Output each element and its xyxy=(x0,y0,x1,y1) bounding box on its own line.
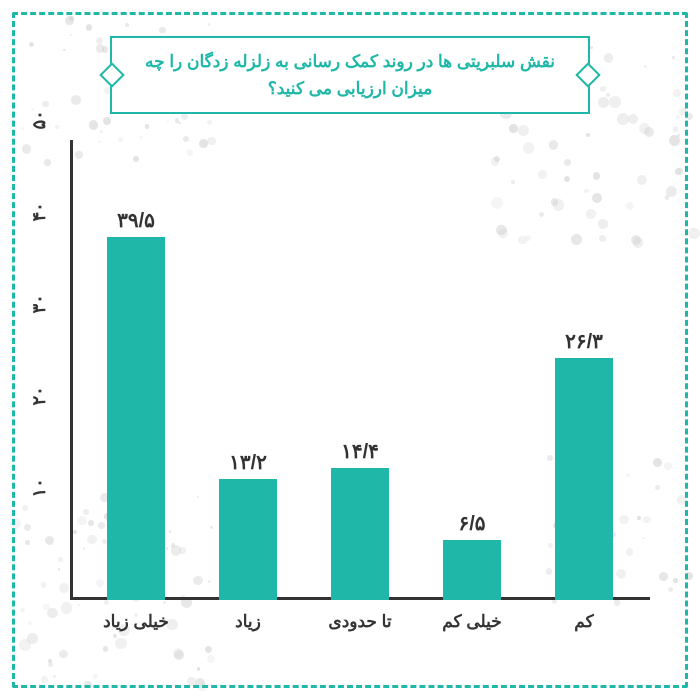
chart-title-box: نقش سلبریتی ها در روند کمک رسانی به زلزل… xyxy=(110,36,590,114)
bar xyxy=(443,540,501,600)
bar-category-label: زیاد xyxy=(235,612,261,632)
y-tick: ۳۰ xyxy=(29,294,50,313)
y-tick: ۵۰ xyxy=(29,110,50,129)
chart-title: نقش سلبریتی ها در روند کمک رسانی به زلزل… xyxy=(140,48,560,102)
bar-value-label: ۳۹/۵ xyxy=(117,208,155,233)
bar-group: ۲۶/۳کم xyxy=(544,329,624,600)
bar-chart: ۱۰۲۰۳۰۴۰۵۰ ۳۹/۵خیلی زیاد۱۳/۲زیاد۱۴/۴تا ح… xyxy=(70,140,650,640)
bar xyxy=(555,358,613,600)
bar-category-label: خیلی زیاد xyxy=(103,612,169,632)
y-tick: ۴۰ xyxy=(29,202,50,221)
bar-category-label: تا حدودی xyxy=(328,612,391,632)
bar xyxy=(107,237,165,600)
bar xyxy=(331,468,389,600)
bar-value-label: ۶/۵ xyxy=(458,511,485,536)
bar-group: ۱۳/۲زیاد xyxy=(208,450,288,600)
bars-container: ۳۹/۵خیلی زیاد ۱۳/۲زیاد ۱۴/۴تا حدودی ۶/۵خیلی… xyxy=(70,140,650,600)
bar-category-label: خیلی کم xyxy=(442,612,502,632)
bar-value-label: ۱۳/۲ xyxy=(229,450,267,475)
y-tick: ۲۰ xyxy=(29,386,50,405)
bar-group: ۶/۵خیلی کم xyxy=(432,511,512,600)
bar-value-label: ۱۴/۴ xyxy=(341,439,379,464)
y-axis: ۱۰۲۰۳۰۴۰۵۰ xyxy=(30,140,60,600)
bar-group: ۱۴/۴تا حدودی xyxy=(320,439,400,600)
bar-category-label: کم xyxy=(574,612,593,632)
y-tick: ۱۰ xyxy=(29,478,50,497)
bar xyxy=(219,479,277,600)
bar-value-label: ۲۶/۳ xyxy=(565,329,603,354)
bar-group: ۳۹/۵خیلی زیاد xyxy=(96,208,176,600)
